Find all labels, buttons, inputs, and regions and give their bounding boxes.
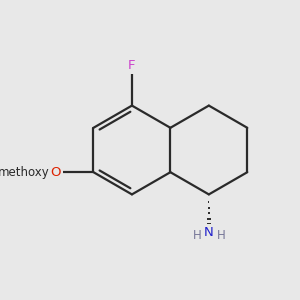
Text: H: H <box>217 229 225 242</box>
Text: methoxy: methoxy <box>0 166 50 179</box>
Text: F: F <box>128 59 136 72</box>
Text: N: N <box>204 226 214 238</box>
Text: O: O <box>50 166 61 179</box>
Text: H: H <box>192 229 201 242</box>
